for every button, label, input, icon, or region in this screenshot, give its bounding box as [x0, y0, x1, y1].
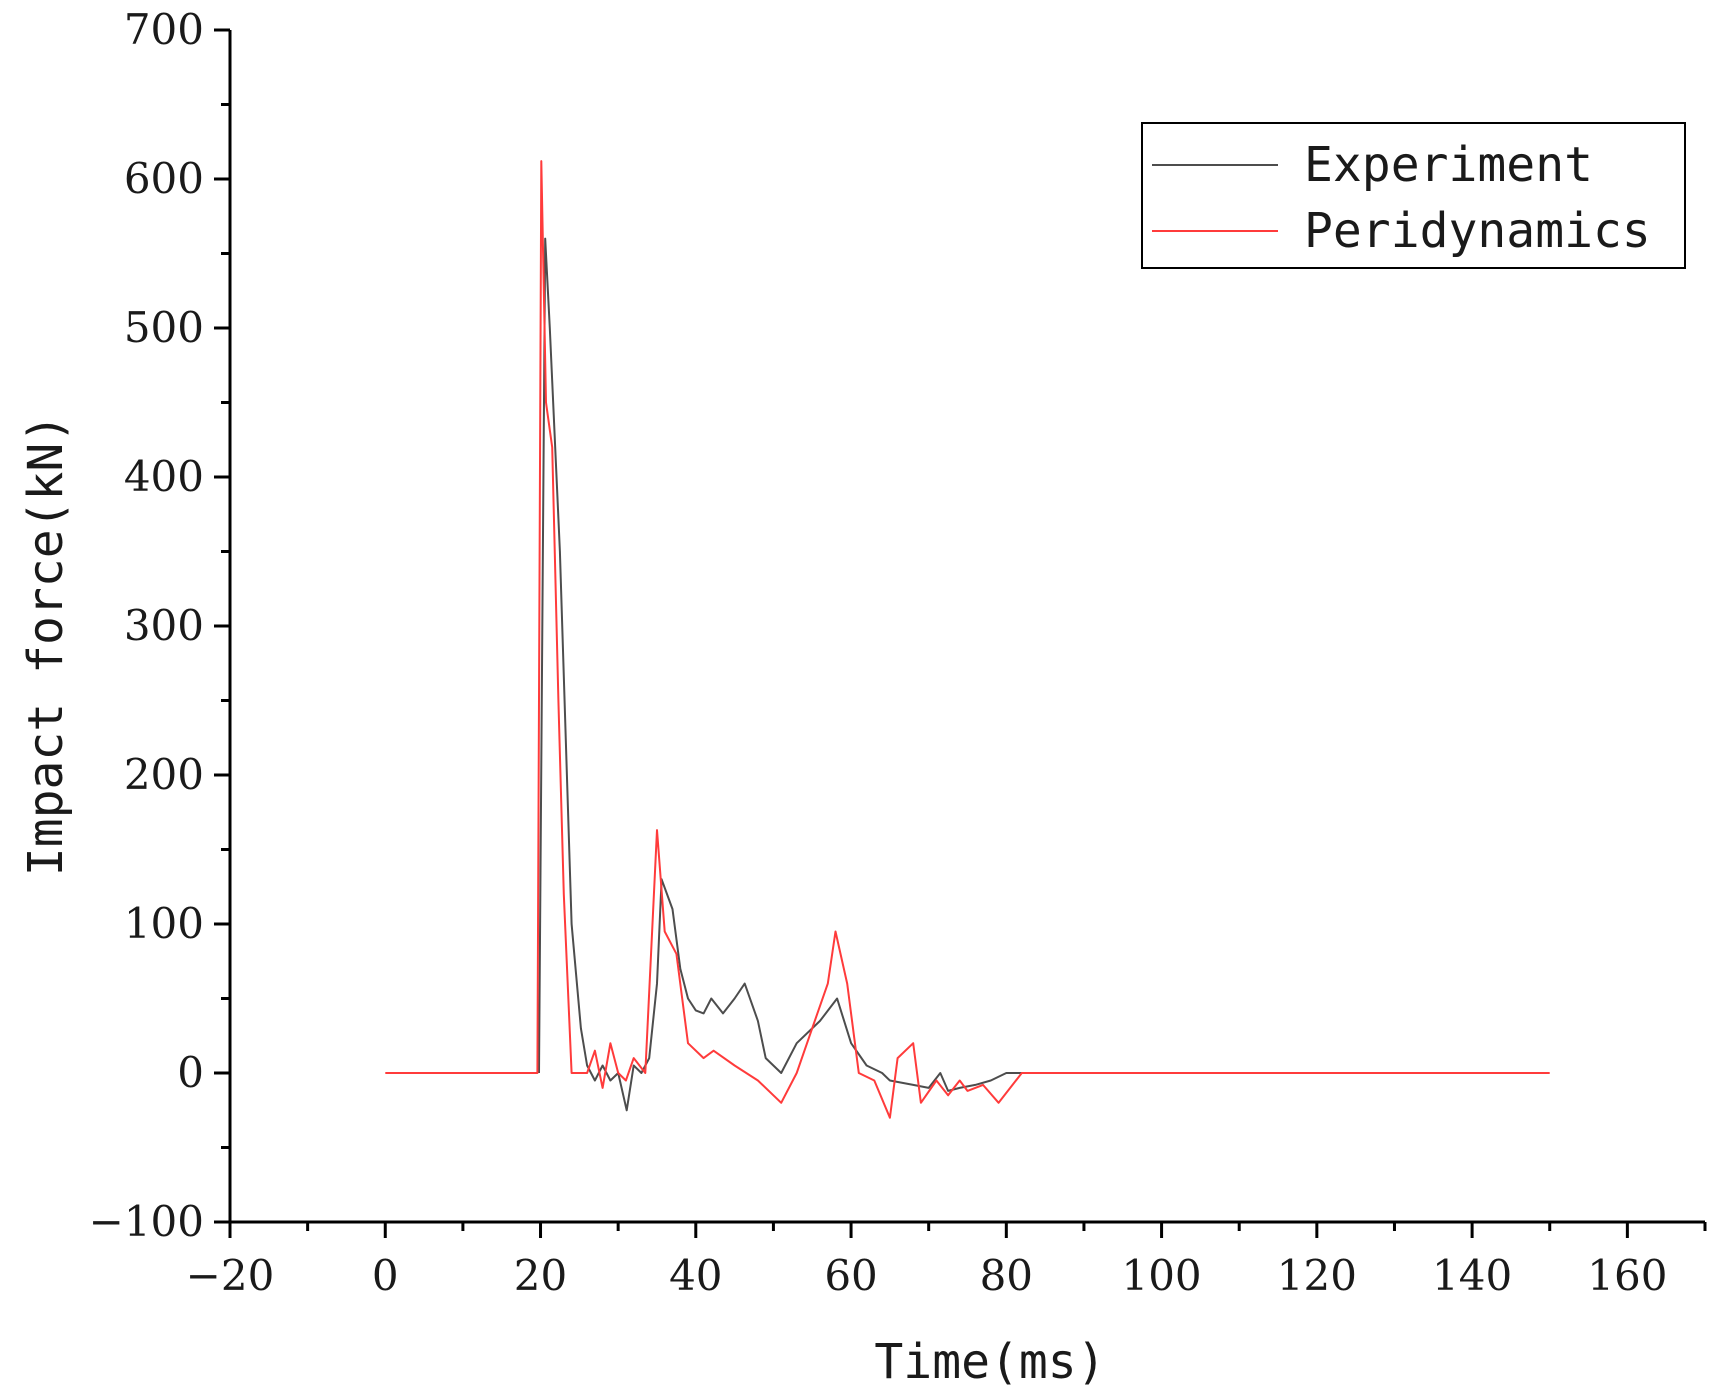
y-axis-title: Impact force(kN) [18, 414, 74, 876]
legend-label-peridynamics: Peridynamics [1304, 203, 1651, 259]
y-tick-label: 0 [177, 1048, 204, 1097]
legend-label-experiment: Experiment [1304, 137, 1593, 193]
legend: Experiment Peridynamics [1141, 122, 1686, 269]
x-tick-label: −20 [186, 1251, 275, 1300]
x-tick-label: 160 [1587, 1251, 1667, 1300]
y-tick-label: 300 [124, 601, 204, 650]
y-tick-label: 600 [124, 154, 204, 203]
series-layer [385, 160, 1550, 1119]
legend-box [1141, 122, 1686, 269]
x-tick-label: 120 [1277, 1251, 1357, 1300]
y-tick-label: 100 [124, 899, 204, 948]
x-tick-label: 80 [980, 1251, 1033, 1300]
x-tick-label: 140 [1432, 1251, 1512, 1300]
y-tick-label: 200 [124, 750, 204, 799]
x-tick-label: 0 [372, 1251, 399, 1300]
ticks-layer: −100 0 100 200 300 400 500 600 700 −20 0 20 40 60 80 10… [89, 5, 1707, 1300]
series-line-peridynamics [385, 160, 1550, 1119]
y-tick-label: 500 [124, 303, 204, 352]
x-tick-label: 20 [514, 1251, 567, 1300]
series-line-experiment [538, 237, 1022, 1112]
x-tick-label: 60 [824, 1251, 877, 1300]
x-axis-title: Time(ms) [874, 1334, 1105, 1390]
x-tick-label: 100 [1121, 1251, 1201, 1300]
x-tick-label: 40 [669, 1251, 722, 1300]
y-tick-label: 400 [124, 452, 204, 501]
y-tick-label: 700 [124, 5, 204, 54]
y-tick-label: −100 [89, 1197, 204, 1246]
